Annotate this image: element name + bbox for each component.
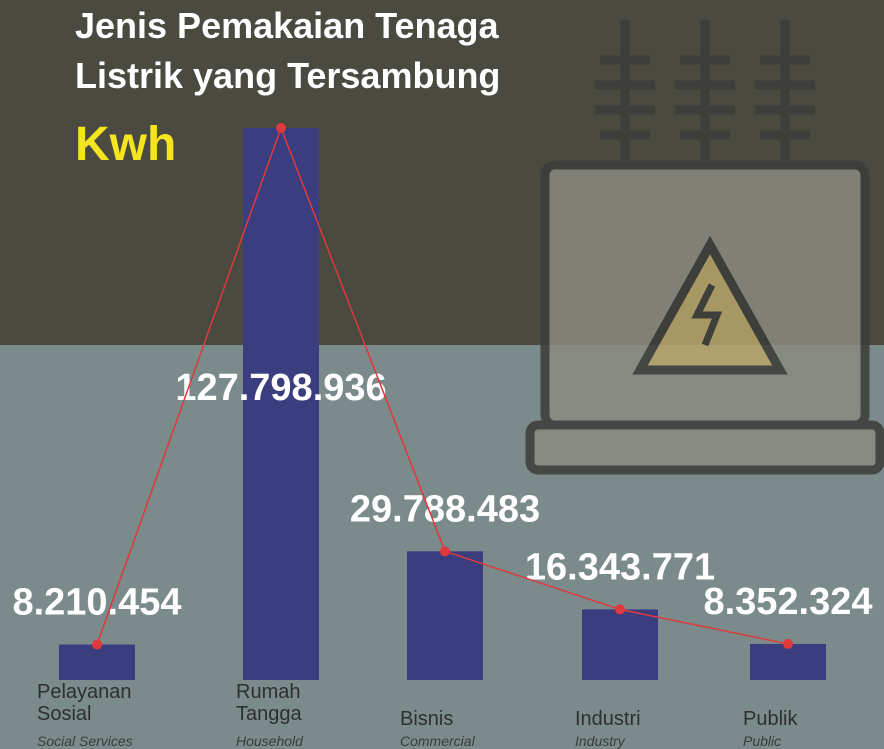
trend-point [276,123,286,133]
x-tick-label-line: Rumah [236,681,300,703]
bar [582,609,658,680]
x-tick-label-line: Industri [575,708,641,730]
x-tick-label-en: Household [236,733,304,749]
x-tick-label-line: Pelayanan [37,681,132,703]
chart-title: Listrik yang Tersambung [75,55,500,96]
x-tick-label: Industri [575,708,641,730]
x-tick-label-en: Industry [575,733,626,749]
bar [407,551,483,680]
bar [59,645,135,680]
trend-point [783,639,793,649]
chart-subtitle: Kwh [75,118,176,171]
bar [750,644,826,680]
x-tick-label-line: Tangga [236,703,302,725]
trend-point [615,604,625,614]
x-tick-label-line: Bisnis [400,708,453,730]
trend-point [440,546,450,556]
value-label: 8.352.324 [703,581,872,623]
x-tick-label-en: Public [743,733,781,749]
trend-point [92,640,102,650]
x-tick-label: Bisnis [400,708,453,730]
chart-title: Jenis Pemakaian Tenaga [75,5,500,46]
value-label: 8.210.454 [12,582,181,624]
x-tick-label-line: Sosial [37,703,91,725]
value-label: 29.788.483 [350,488,540,530]
value-label: 16.343.771 [525,546,715,588]
value-label: 127.798.936 [175,367,386,409]
x-tick-label-en: Commercial [400,733,476,749]
chart: Jenis Pemakaian Tenaga Listrik yang Ters… [0,0,884,749]
x-tick-label-line: Publik [743,708,798,730]
x-tick-label-en: Social Services [37,733,133,749]
x-tick-label: Publik [743,708,798,730]
